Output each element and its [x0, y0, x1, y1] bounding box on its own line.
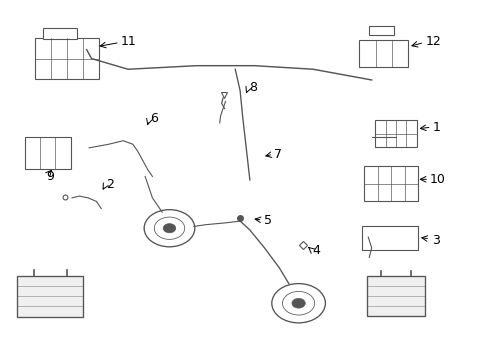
FancyBboxPatch shape [360, 40, 408, 67]
FancyBboxPatch shape [43, 28, 77, 39]
Text: 9: 9 [47, 170, 54, 183]
Circle shape [163, 224, 176, 233]
Text: 7: 7 [274, 148, 282, 161]
FancyBboxPatch shape [365, 166, 418, 202]
Text: 11: 11 [121, 35, 137, 48]
FancyBboxPatch shape [24, 137, 71, 169]
FancyBboxPatch shape [17, 275, 83, 317]
Text: 2: 2 [106, 178, 114, 191]
Text: 6: 6 [150, 112, 158, 125]
Text: 10: 10 [430, 173, 446, 186]
Text: 4: 4 [312, 244, 320, 257]
Text: 8: 8 [249, 81, 257, 94]
Text: 5: 5 [264, 213, 271, 226]
Text: 1: 1 [433, 121, 441, 134]
Text: 12: 12 [425, 35, 441, 48]
Text: 3: 3 [432, 234, 440, 247]
Circle shape [292, 298, 305, 308]
FancyBboxPatch shape [362, 226, 418, 249]
FancyBboxPatch shape [35, 38, 99, 79]
FancyBboxPatch shape [369, 26, 393, 35]
FancyBboxPatch shape [367, 276, 425, 316]
FancyBboxPatch shape [375, 120, 417, 147]
